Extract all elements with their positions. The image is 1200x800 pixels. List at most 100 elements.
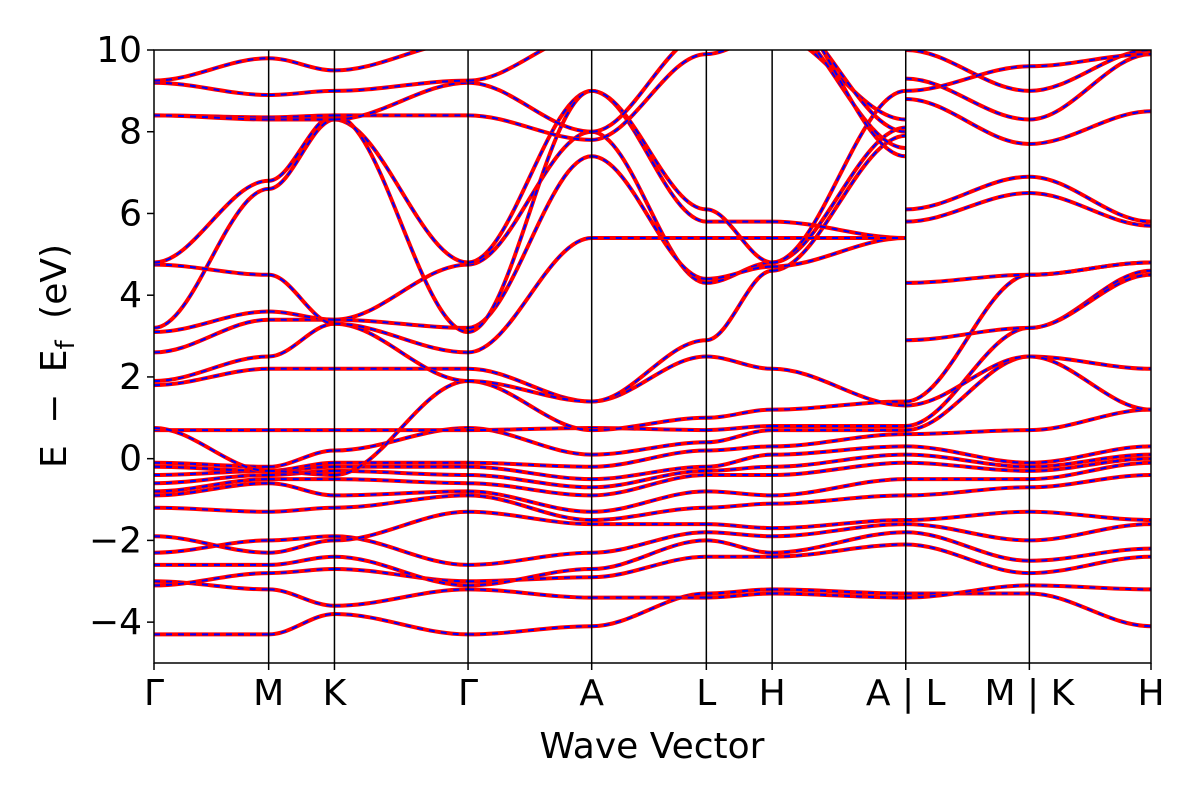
band-line-dashed-6-15 <box>772 367 906 407</box>
y-tick-label-1: −2 <box>89 520 142 561</box>
band-line-dashed-7-11 <box>905 429 1030 436</box>
band-line-solid-0-24 <box>154 80 269 97</box>
band-line-solid-5-7 <box>706 489 773 498</box>
band-line-solid-6-11 <box>772 432 906 449</box>
high-symmetry-lines <box>267 50 1031 663</box>
band-line-dashed-1-5 <box>268 539 335 554</box>
band-line-dashed-2-25 <box>334 50 424 72</box>
band-line-dashed-4-15 <box>591 355 707 403</box>
band-line-dashed-3-25 <box>468 26 592 42</box>
band-line-dashed-5-18 <box>706 265 773 280</box>
band-line-dashed-7-8 <box>905 461 1030 472</box>
band-line-dashed-2-5 <box>334 510 469 542</box>
band-line-dashed-4-10 <box>591 465 707 481</box>
band-line-solid-7-20 <box>905 97 1030 146</box>
band-line-dashed-6-14 <box>772 400 906 411</box>
band-line-dashed-2-8 <box>334 478 469 485</box>
band-line-solid-1-6 <box>268 505 335 514</box>
band-line-solid-4-16 <box>591 338 707 404</box>
band-line-dashed-2-14 <box>334 380 469 476</box>
band-line-dashed-6-23 <box>814 50 906 150</box>
band-line-dashed-7-2 <box>905 543 1030 575</box>
band-line-dashed-4-25 <box>592 9 707 25</box>
band-line-dashed-7-12 <box>905 355 1030 432</box>
band-line-dashed-6-19 <box>772 220 906 239</box>
band-line-dashed-5-15 <box>706 355 773 370</box>
band-line-dashed-2-23 <box>334 81 469 121</box>
band-line-dashed-6-22 <box>808 50 906 121</box>
band-line-solid-6-7 <box>772 477 906 498</box>
band-line-dashed-8-6 <box>1029 474 1151 489</box>
band-line-dashed-8-22 <box>1029 50 1151 92</box>
band-line-solid-1-7 <box>268 481 335 498</box>
band-line-dashed-0-18 <box>154 310 269 333</box>
band-line-solid-6-10 <box>772 444 906 457</box>
band-line-dashed-4-11 <box>591 449 707 468</box>
band-line-dashed-8-16 <box>1029 273 1151 329</box>
band-line-dashed-4-14 <box>591 416 707 432</box>
plot-frame <box>153 49 1152 664</box>
band-line-dashed-0-9 <box>154 474 269 485</box>
y-tick-label-7: 10 <box>96 30 142 71</box>
band-line-dashed-6-10 <box>772 445 906 456</box>
band-line-dashed-0-1 <box>154 580 269 591</box>
band-line-dashed-2-18 <box>334 318 469 329</box>
band-line-dashed-7-9 <box>905 453 1030 468</box>
band-line-solid-5-0 <box>706 587 773 596</box>
band-line-solid-5-11 <box>706 444 773 453</box>
band-line-solid-7-23 <box>906 34 1030 38</box>
band-line-solid-1-0 <box>268 612 335 637</box>
band-line-dashed-3-19 <box>468 89 592 264</box>
band-line-solid-1-4 <box>268 534 335 543</box>
band-line-dashed-3-21 <box>467 89 592 333</box>
y-tick-label-2: 0 <box>119 439 142 480</box>
band-line-dashed-0-10 <box>154 469 269 476</box>
x-tick-label-2: K <box>323 673 348 714</box>
band-line-solid-4-24 <box>592 17 707 33</box>
band-line-dashed-4-23 <box>591 50 678 133</box>
band-line-dashed-0-14 <box>154 427 269 472</box>
band-line-dashed-4-7 <box>591 490 707 513</box>
band-line-dashed-4-16 <box>591 339 707 403</box>
band-line-solid-3-24 <box>468 50 547 83</box>
band-line-dashed-3-23 <box>468 81 592 133</box>
band-line-solid-2-25 <box>334 50 428 73</box>
band-line-dashed-2-21 <box>334 114 469 333</box>
y-axis-title-minus: − <box>34 394 75 424</box>
band-line-dashed-3-2 <box>468 576 592 583</box>
band-line-dashed-3-11 <box>468 461 592 468</box>
band-line-dashed-6-1 <box>772 592 906 599</box>
band-line-solid-5-23 <box>706 17 772 33</box>
band-line-dashed-5-24 <box>706 9 772 17</box>
band-line-dashed-3-7 <box>468 490 592 513</box>
band-line-dashed-2-17 <box>334 263 469 321</box>
band-line-solid-0-25 <box>154 56 269 83</box>
band-line-dashed-3-20 <box>468 237 592 354</box>
y-axis-title-unit: (eV) <box>34 244 75 319</box>
band-line-dashed-4-2 <box>591 555 707 579</box>
band-line-dashed-5-10 <box>706 453 773 468</box>
band-line-dashed-4-21 <box>591 89 707 211</box>
band-line-dashed-2-24 <box>334 79 469 92</box>
band-line-dashed-3-22 <box>468 114 592 141</box>
band-line-dashed-3-10 <box>468 465 592 481</box>
band-line-dashed-8-24 <box>1029 53 1151 68</box>
band-line-dashed-6-25 <box>821 50 906 158</box>
band-line-dashed-4-9 <box>591 469 707 489</box>
band-line-solid-8-16 <box>1029 272 1151 330</box>
band-line-dashed-0-21 <box>154 179 269 264</box>
band-line-dashed-0-2 <box>154 572 269 587</box>
band-line-dashed-7-20 <box>905 98 1030 145</box>
band-line-dashed-3-9 <box>468 474 592 489</box>
band-line-dashed-8-18 <box>1029 192 1151 227</box>
x-tick-label-8: M | K <box>985 673 1076 714</box>
band-line-solid-1-25 <box>268 56 335 73</box>
y-axis-title-ef: E <box>34 349 75 372</box>
y-axis-title: E − Ef (eV) <box>34 244 83 468</box>
band-line-dashed-7-3 <box>905 531 1030 562</box>
band-line-solid-5-25 <box>706 1 772 9</box>
band-line-dashed-8-8 <box>1029 457 1151 472</box>
x-tick-label-1: M <box>253 673 284 714</box>
